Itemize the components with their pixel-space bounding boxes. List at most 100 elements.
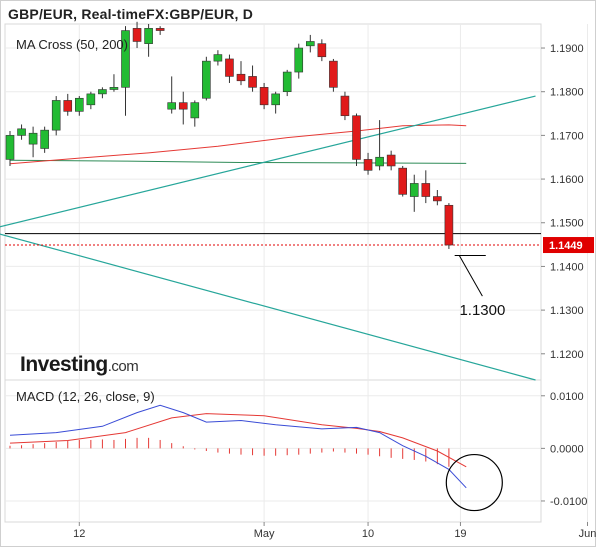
- investing-logo-brand: Investing: [20, 353, 108, 376]
- candle: [28, 126, 38, 158]
- candle: [352, 113, 361, 166]
- ma50-line: [9, 124, 467, 165]
- candle: [5, 131, 15, 166]
- candle-body: [202, 60, 211, 99]
- candle: [202, 56, 211, 101]
- price-y-tick-label: 1.1400: [550, 261, 584, 273]
- candle: [17, 124, 26, 140]
- candle-body: [63, 100, 73, 112]
- x-tick-label: 12: [73, 528, 85, 540]
- candle-body: [305, 41, 315, 47]
- candle-body: [225, 58, 234, 77]
- candle: [98, 87, 107, 99]
- candle-body: [132, 28, 142, 42]
- candle-body: [282, 71, 292, 93]
- x-axis: 12 May 10 19 Jun: [73, 522, 596, 540]
- candlesticks: [5, 21, 454, 249]
- macd-highlight-circle: [445, 453, 503, 512]
- candle-body: [51, 100, 61, 131]
- candle: [248, 65, 257, 92]
- candle-body: [375, 156, 384, 167]
- macd-line: [9, 404, 467, 489]
- candle: [305, 34, 315, 53]
- candle: [444, 203, 454, 249]
- candle-body: [294, 47, 304, 73]
- candle: [51, 96, 61, 136]
- price-overlay-lines: [0, 95, 541, 381]
- ma200-line: [9, 159, 467, 164]
- price-y-tick-label: 1.1900: [550, 43, 584, 55]
- candle: [282, 69, 292, 97]
- macd-y-tick-label: -0.0100: [550, 496, 587, 508]
- candle-body: [109, 87, 119, 90]
- x-tick-label: Jun: [579, 528, 597, 540]
- candle: [409, 174, 419, 212]
- candle-body: [144, 28, 153, 44]
- candle-body: [40, 129, 49, 149]
- candle: [213, 50, 223, 66]
- candle-body: [363, 159, 373, 171]
- candle-body: [329, 60, 338, 88]
- candle-body: [28, 132, 38, 145]
- candle: [155, 26, 165, 35]
- macd-panel-frame: [4, 379, 542, 523]
- candle: [340, 91, 350, 121]
- candle: [167, 76, 176, 114]
- candle-body: [98, 89, 107, 95]
- price-y-tick-label: 1.1600: [550, 174, 584, 186]
- price-y-axis: 1.1900 1.1800 1.1700 1.1600 1.1500 1.1400 1.13…: [541, 43, 584, 361]
- candle: [375, 120, 384, 171]
- lower-trendline: [0, 233, 536, 381]
- price-gridlines: [5, 47, 541, 355]
- candle: [40, 126, 49, 153]
- price-y-tick-label: 1.1800: [550, 87, 584, 99]
- candle-body: [271, 93, 280, 106]
- x-tick-label: 19: [454, 528, 466, 540]
- candle-body: [317, 43, 327, 58]
- candle: [317, 39, 327, 62]
- candle: [259, 82, 269, 110]
- macd-y-tick-label: 0.0100: [550, 391, 584, 403]
- investing-logo-suffix: .com: [108, 358, 139, 375]
- candle-body: [259, 87, 269, 106]
- candle-body: [17, 128, 26, 136]
- candle: [63, 93, 73, 116]
- candle-body: [5, 135, 15, 160]
- annotations: 1.1300 1.1449: [445, 237, 594, 512]
- candle-body: [190, 102, 200, 119]
- x-tick-label: 10: [362, 528, 374, 540]
- candle-body: [121, 30, 130, 88]
- macd-series: [9, 404, 467, 489]
- upper-trendline: [0, 95, 536, 228]
- x-gridlines: [78, 24, 588, 522]
- candle-body: [340, 95, 350, 117]
- target-price-label: 1.1300: [459, 302, 505, 319]
- candle-body: [178, 102, 188, 110]
- candle: [236, 61, 246, 86]
- candle: [398, 165, 408, 197]
- candle: [86, 91, 96, 110]
- candle-body: [433, 196, 442, 202]
- signal-line: [9, 413, 467, 468]
- candle: [421, 170, 431, 204]
- candle-body: [248, 76, 257, 88]
- candle-body: [213, 54, 223, 62]
- price-y-tick-label: 1.1700: [550, 130, 584, 142]
- candle-body: [236, 73, 246, 82]
- candle: [225, 54, 234, 83]
- target-pointer: [458, 255, 483, 297]
- chart-title: GBP/EUR, Real-timeFX:GBP/EUR, D: [8, 6, 254, 22]
- x-tick-label: May: [254, 528, 275, 540]
- candle: [386, 150, 396, 171]
- candle-body: [398, 167, 408, 195]
- price-y-tick-label: 1.1500: [550, 218, 584, 230]
- candle: [190, 100, 200, 127]
- candle: [109, 74, 119, 92]
- candle: [329, 58, 338, 92]
- candle-body: [75, 97, 84, 112]
- candle-body: [352, 115, 361, 160]
- investing-logo: Investing.com: [20, 353, 138, 376]
- macd-indicator-label: MACD (12, 26, close, 9): [16, 389, 155, 404]
- candle: [433, 189, 442, 206]
